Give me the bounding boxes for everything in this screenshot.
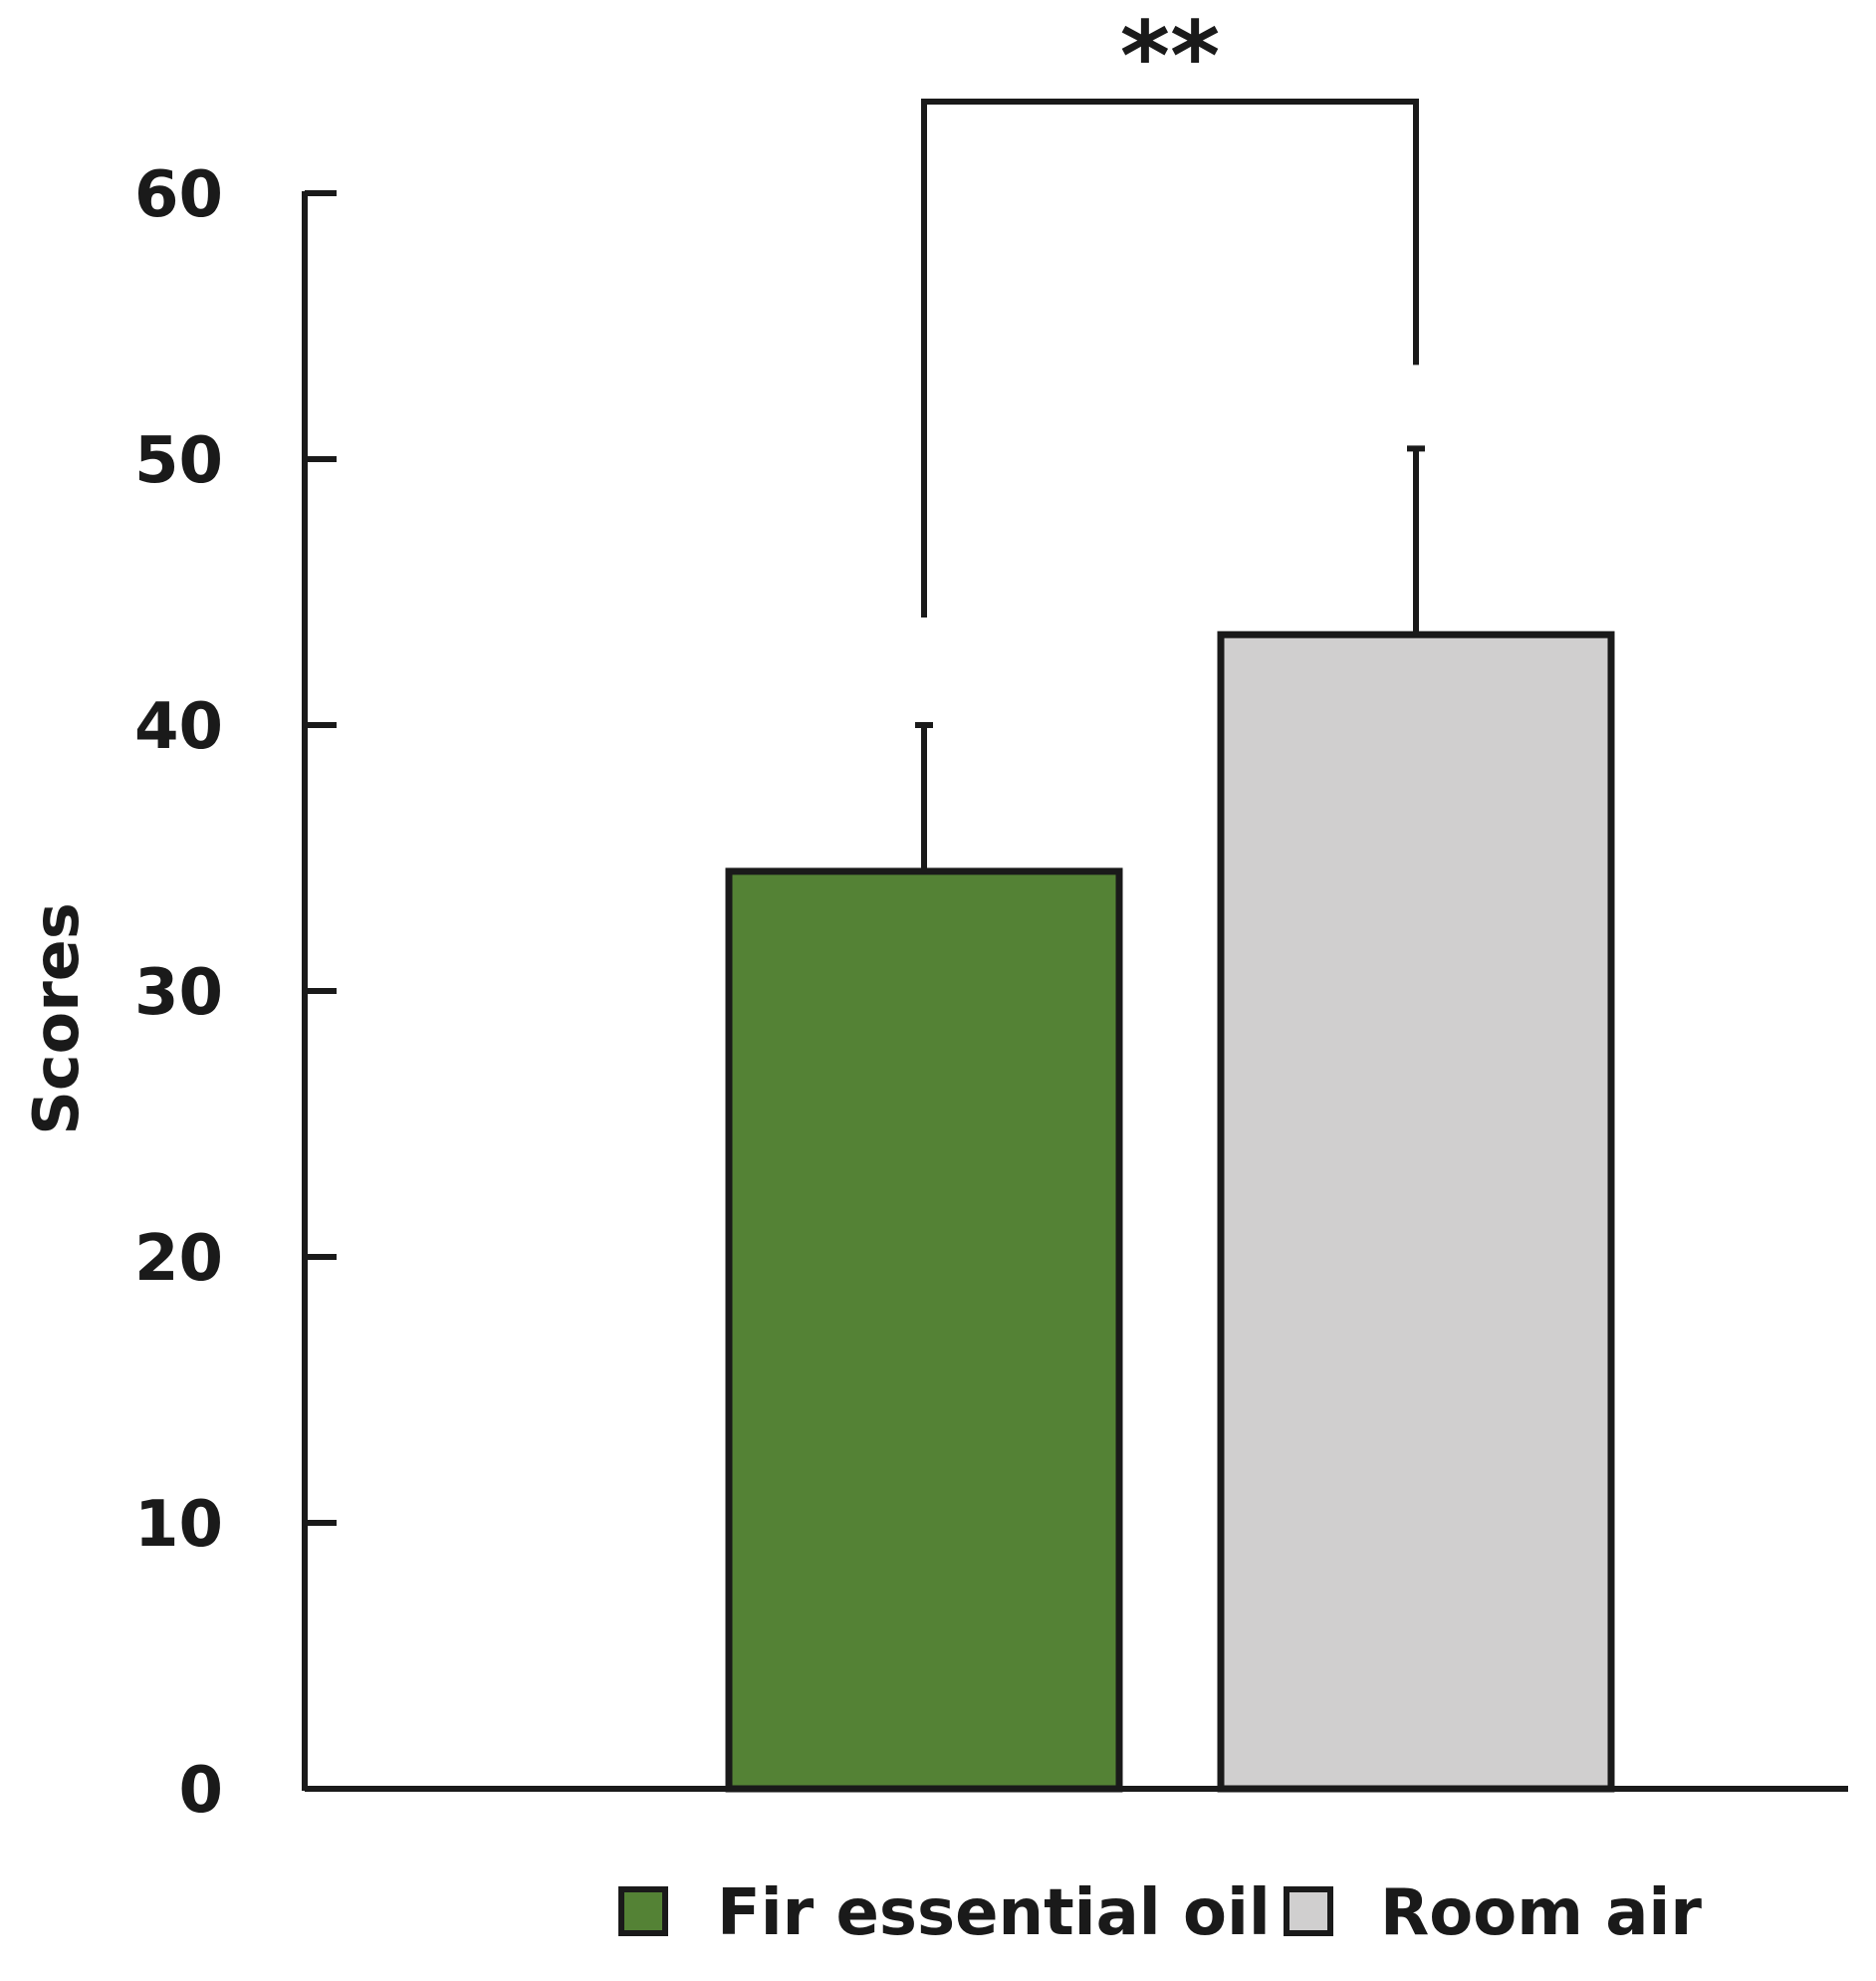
y-tick-label: 50 [134, 424, 223, 498]
y-tick-label: 0 [178, 1754, 223, 1828]
significance-label: ** [1120, 1, 1220, 113]
legend-swatch [1284, 1886, 1333, 1936]
error-bars [915, 445, 1425, 871]
y-axis: 0 10 20 30 40 50 60 [134, 158, 337, 1828]
legend-swatch [618, 1886, 668, 1936]
y-tick-label: 20 [134, 1222, 223, 1296]
bar-fir-essential-oil [725, 867, 1123, 1793]
y-tick-label: 30 [134, 956, 223, 1030]
bar-room-air [1217, 630, 1615, 1793]
legend-label: Fir essential oil [717, 1876, 1271, 1950]
legend-label: Room air [1380, 1876, 1702, 1950]
legend: Fir essential oil Room air [618, 1876, 1702, 1950]
bars [725, 630, 1615, 1793]
y-tick-label: 40 [134, 690, 223, 764]
y-tick-label: 60 [134, 158, 223, 232]
y-axis-title: Scores [20, 902, 93, 1135]
significance-line [921, 99, 1419, 618]
y-tick-label: 10 [134, 1488, 223, 1562]
significance-bracket: ** [921, 1, 1419, 618]
